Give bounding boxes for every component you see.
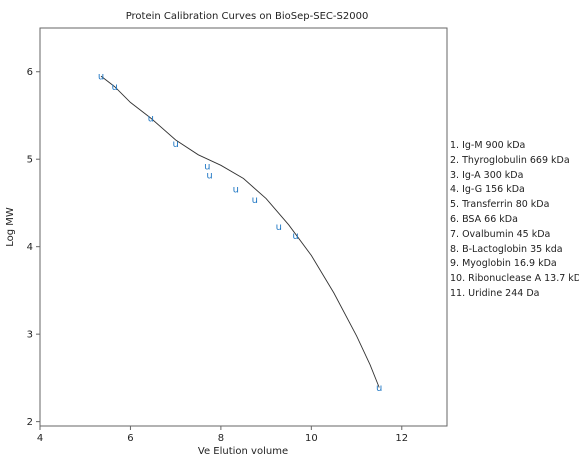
y-tick-label: 4 (27, 242, 33, 253)
y-tick-label: 5 (27, 155, 33, 166)
data-point-9: u (276, 222, 282, 233)
data-point-7: u (233, 184, 239, 195)
y-tick-label: 2 (27, 417, 33, 428)
x-tick-label: 12 (395, 433, 408, 444)
legend-item: 2. Thyroglobulin 669 kDa (450, 154, 570, 166)
legend-item: 7. Ovalbumin 45 kDa (450, 228, 551, 240)
x-axis-label: Ve Elution volume (198, 446, 288, 457)
data-point-2: u (111, 82, 117, 93)
data-point-6: u (206, 170, 212, 181)
data-point-8: u (252, 195, 258, 206)
data-point-3: u (148, 114, 154, 125)
x-tick-label: 10 (305, 433, 318, 444)
data-point-10: u (292, 231, 298, 242)
y-axis: 2 3 4 5 6 (27, 67, 40, 428)
data-point-4: u (172, 139, 178, 150)
legend-item: 1. Ig-M 900 kDa (450, 140, 526, 151)
x-tick-label: 8 (218, 433, 224, 444)
plot-area (39, 27, 448, 427)
x-tick-label: 4 (37, 433, 43, 444)
x-axis: 4 6 8 10 12 (37, 426, 408, 444)
calibration-curve (100, 75, 380, 388)
legend-item: 9. Myoglobin 16.9 kDa (450, 258, 557, 270)
y-axis-label: Log MW (5, 207, 16, 247)
legend-item: 4. Ig-G 156 kDa (450, 184, 525, 196)
y-tick-label: 3 (27, 330, 33, 341)
legend-item: 8. B-Lactoglobin 35 kda (450, 243, 563, 255)
legend-item: 6. BSA 66 kDa (450, 213, 518, 225)
legend-item: 10. Ribonuclease A 13.7 kDa (450, 273, 579, 285)
data-point-5: u (204, 162, 210, 173)
legend-item: 3. Ig-A 300 kDa (450, 169, 524, 181)
legend-item: 11. Uridine 244 Da (450, 287, 540, 299)
data-point-11: u (376, 383, 382, 394)
x-tick-label: 6 (127, 433, 133, 444)
data-point-1: u (98, 72, 104, 83)
chart-title: Protein Calibration Curves on BioSep-SEC… (126, 11, 369, 22)
legend: 1. Ig-M 900 kDa 2. Thyroglobulin 669 kDa… (450, 139, 579, 302)
y-tick-label: 6 (27, 67, 33, 78)
legend-item: 5. Transferrin 80 kDa (450, 199, 550, 211)
